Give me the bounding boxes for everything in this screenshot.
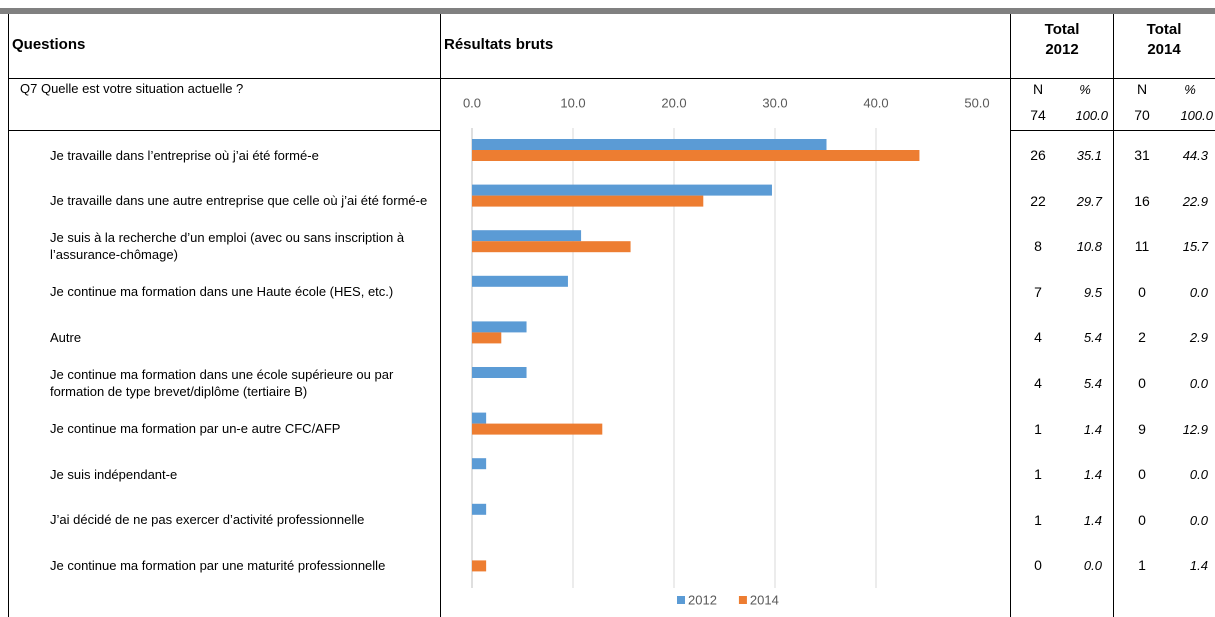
x-tick-label: 50.0: [964, 95, 989, 110]
bar: [472, 321, 527, 333]
pct-2012: 5.4: [1083, 330, 1102, 346]
n-2014: 16: [1134, 192, 1150, 209]
pct-2012: 35.1: [1076, 148, 1102, 163]
bar: [472, 139, 827, 150]
bar: [472, 423, 603, 435]
n-2012: 1: [1034, 466, 1042, 483]
n-2014: 0: [1138, 466, 1146, 483]
n-2012: 1: [1034, 511, 1042, 528]
bar: [472, 275, 568, 287]
pct-2012: 0.0: [1083, 558, 1102, 574]
bar: [472, 241, 631, 253]
n-2014: 1: [1138, 557, 1146, 574]
x-tick-label: 40.0: [863, 95, 888, 110]
category-label: Je continue ma formation par une maturit…: [50, 557, 386, 573]
n-2014: 0: [1138, 511, 1146, 528]
x-tick-label: 10.0: [560, 95, 585, 110]
x-tick-label: 0.0: [463, 95, 481, 110]
pct-2012: 9.5: [1083, 284, 1102, 300]
pct-2012: 10.8: [1076, 239, 1102, 255]
pct-2014: 22.9: [1182, 193, 1208, 209]
pct-2014: 15.7: [1182, 239, 1208, 255]
question: Q7 Quelle est votre situation actuelle ?: [20, 81, 244, 96]
legend-swatch: [677, 596, 685, 604]
n-label: N: [1136, 81, 1148, 97]
n-2014: 11: [1134, 238, 1150, 255]
bar: [472, 230, 582, 242]
category-label: Je travaille dans l’entreprise où j’ai é…: [50, 147, 319, 163]
pct-2012: 5.4: [1083, 376, 1102, 391]
total-n: 70: [1134, 107, 1150, 123]
total-pct: 100.0: [1075, 108, 1108, 123]
category-label: Je continue ma formation par un-e autre …: [50, 421, 341, 437]
category-label: Je suis indépendant-e: [50, 466, 178, 482]
pct-2014: 0.0: [1189, 467, 1208, 483]
legend-label: 2012: [688, 592, 717, 607]
header-results: Résultats bruts: [444, 36, 554, 53]
total-pct: 100.0: [1180, 108, 1213, 123]
n-2014: 31: [1134, 147, 1150, 163]
category-label: Je continue ma formation dans une école …: [50, 367, 394, 399]
n-2012: 8: [1034, 238, 1042, 255]
header-total-2012: Total 2012: [1044, 21, 1080, 58]
pct-2012: 1.4: [1083, 512, 1102, 528]
n-2012: 1: [1034, 420, 1042, 437]
category-label: J’ai décidé de ne pas exercer d’activité…: [50, 512, 365, 528]
legend-swatch: [738, 596, 747, 604]
x-tick-label: 20.0: [661, 95, 686, 110]
pct-2014: 12.9: [1182, 421, 1208, 437]
pct-label: %: [1184, 82, 1196, 97]
n-2012: 26: [1030, 147, 1046, 163]
bar: [472, 332, 502, 344]
n-2014: 2: [1138, 329, 1146, 346]
pct-2014: 1.4: [1189, 558, 1208, 574]
category-label: Je travaille dans une autre entreprise q…: [50, 193, 428, 209]
top-bar: [0, 8, 1215, 14]
bar: [472, 195, 704, 207]
n-2012: 4: [1034, 375, 1042, 391]
n-2012: 4: [1034, 329, 1042, 346]
pct-2014: 44.3: [1182, 148, 1208, 163]
bar: [472, 458, 487, 470]
bar: [472, 412, 487, 424]
category-label: Je suis à la recherche d’un emploi (avec…: [50, 230, 405, 263]
n-2014: 0: [1138, 375, 1146, 391]
n-2012: 0: [1034, 557, 1042, 574]
bar: [472, 560, 487, 572]
pct-2014: 2.9: [1189, 330, 1208, 346]
n-2014: 9: [1138, 420, 1146, 437]
pct-2012: 29.7: [1076, 193, 1102, 209]
bar: [472, 503, 487, 515]
legend-label: 2014: [750, 592, 779, 607]
pct-2014: 0.0: [1189, 376, 1208, 391]
bar: [472, 184, 772, 196]
category-label: Je continue ma formation dans une Haute …: [50, 284, 394, 300]
n-2014: 0: [1138, 283, 1146, 300]
pct-label: %: [1079, 82, 1091, 97]
table-lines: [8, 14, 1215, 617]
bar: [472, 367, 527, 378]
category-label: Autre: [50, 329, 82, 345]
bar: [472, 150, 920, 161]
pct-2014: 0.0: [1189, 284, 1208, 300]
pct-2012: 1.4: [1083, 467, 1102, 483]
pct-2014: 0.0: [1189, 512, 1208, 528]
n-2012: 7: [1034, 283, 1042, 300]
n-label: N: [1032, 81, 1044, 97]
header-questions: Questions: [12, 36, 86, 53]
n-2012: 22: [1030, 192, 1046, 209]
x-tick-label: 30.0: [762, 95, 787, 110]
header-total-2014: Total 2014: [1146, 21, 1182, 58]
pct-2012: 1.4: [1083, 421, 1102, 437]
total-n: 74: [1030, 107, 1046, 123]
